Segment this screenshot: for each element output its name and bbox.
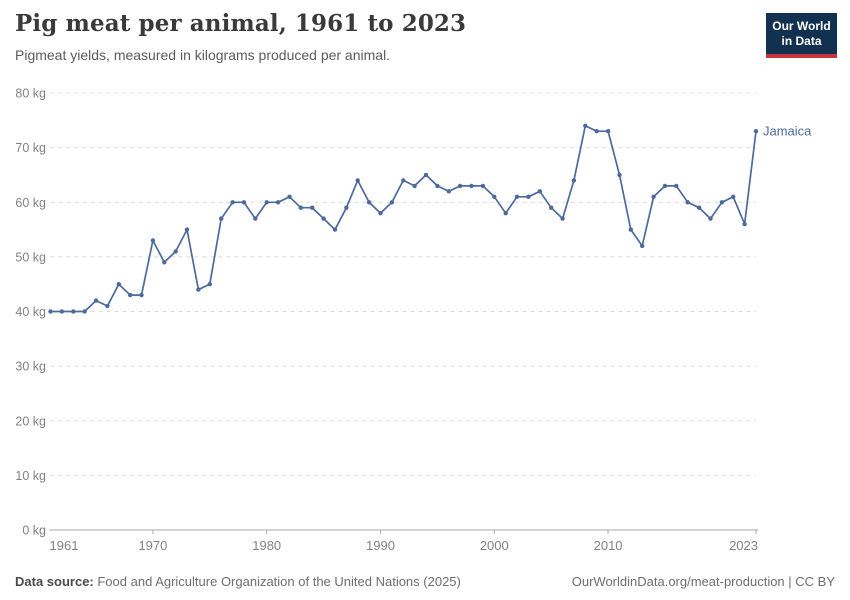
chart-subtitle: Pigmeat yields, measured in kilograms pr… xyxy=(15,47,391,63)
data-point[interactable] xyxy=(696,205,702,210)
x-axis-tick-label: 1990 xyxy=(366,538,395,553)
chart-header: Pig meat per animal, 1961 to 2023 Pigmea… xyxy=(15,10,755,63)
y-axis-tick-label: 60 kg xyxy=(15,196,46,210)
data-point[interactable] xyxy=(469,183,474,189)
data-point[interactable] xyxy=(628,227,633,232)
chart-title: Pig meat per animal, 1961 to 2023 xyxy=(15,10,467,37)
data-point[interactable] xyxy=(674,183,679,189)
data-point[interactable] xyxy=(446,189,451,194)
owid-logo-line2: in Data xyxy=(781,34,822,48)
x-axis-tick-label: 1980 xyxy=(252,538,281,553)
data-point[interactable] xyxy=(287,194,292,199)
data-point[interactable] xyxy=(583,123,588,128)
owid-logo: Our World in Data xyxy=(766,13,837,58)
data-point[interactable] xyxy=(366,200,372,205)
data-source-note: Data source: Food and Agriculture Organi… xyxy=(15,574,461,589)
data-point[interactable] xyxy=(71,309,76,314)
data-point[interactable] xyxy=(753,129,759,134)
chart-footer: Data source: Food and Agriculture Organi… xyxy=(15,574,835,589)
data-point[interactable] xyxy=(662,183,668,189)
data-point[interactable] xyxy=(48,309,53,314)
data-point[interactable] xyxy=(389,200,395,205)
data-source-text: Food and Agriculture Organization of the… xyxy=(93,574,461,589)
data-point[interactable] xyxy=(59,309,65,314)
data-point[interactable] xyxy=(537,189,542,194)
data-point[interactable] xyxy=(492,194,497,199)
y-axis-tick-label: 80 kg xyxy=(15,87,46,101)
data-point[interactable] xyxy=(332,227,338,232)
y-axis-tick-label: 70 kg xyxy=(15,141,46,155)
data-point[interactable] xyxy=(128,292,133,298)
y-axis-tick-label: 30 kg xyxy=(15,360,46,374)
data-point[interactable] xyxy=(139,292,144,298)
data-point[interactable] xyxy=(298,205,303,210)
owid-citation-link[interactable]: OurWorldinData.org/meat-production | CC … xyxy=(571,574,835,589)
data-point[interactable] xyxy=(162,260,167,265)
data-point[interactable] xyxy=(275,200,281,205)
data-point[interactable] xyxy=(150,238,156,243)
data-point[interactable] xyxy=(241,200,247,205)
data-point[interactable] xyxy=(219,216,224,221)
data-point[interactable] xyxy=(412,183,417,189)
x-axis-tick-label: 1970 xyxy=(138,538,167,553)
data-point[interactable] xyxy=(480,183,486,189)
data-point[interactable] xyxy=(82,309,87,314)
data-point[interactable] xyxy=(514,194,520,199)
data-point[interactable] xyxy=(571,178,577,183)
data-point[interactable] xyxy=(344,205,349,210)
data-point[interactable] xyxy=(173,249,178,254)
data-point[interactable] xyxy=(685,200,690,205)
data-point[interactable] xyxy=(93,298,99,303)
data-point[interactable] xyxy=(310,205,315,210)
data-point[interactable] xyxy=(207,282,212,287)
x-axis-tick-label: 1961 xyxy=(50,538,79,553)
data-point[interactable] xyxy=(457,183,463,189)
series-label-jamaica[interactable]: Jamaica xyxy=(763,124,812,139)
data-point[interactable] xyxy=(105,303,110,309)
data-point[interactable] xyxy=(549,205,554,210)
data-point[interactable] xyxy=(719,200,725,205)
data-point[interactable] xyxy=(230,200,235,205)
data-point[interactable] xyxy=(731,194,736,199)
x-axis-tick-label: 2023 xyxy=(729,538,758,553)
data-point[interactable] xyxy=(378,211,383,216)
data-point[interactable] xyxy=(196,287,201,292)
data-point[interactable] xyxy=(503,211,508,216)
y-axis-tick-label: 40 kg xyxy=(15,305,46,319)
data-point[interactable] xyxy=(355,178,360,183)
y-axis-tick-label: 0 kg xyxy=(22,524,46,538)
x-axis-tick-label: 2000 xyxy=(480,538,509,553)
data-point[interactable] xyxy=(526,194,531,199)
data-source-label: Data source: xyxy=(15,574,94,589)
data-point[interactable] xyxy=(321,216,326,221)
data-point[interactable] xyxy=(617,172,622,178)
x-axis-tick-label: 2010 xyxy=(594,538,623,553)
owid-logo-line1: Our World xyxy=(772,19,831,33)
data-point[interactable] xyxy=(264,200,269,205)
data-point[interactable] xyxy=(560,216,565,221)
data-point[interactable] xyxy=(651,194,656,199)
y-axis-tick-label: 20 kg xyxy=(15,414,46,428)
data-point[interactable] xyxy=(742,221,747,227)
data-point[interactable] xyxy=(708,216,713,221)
data-point[interactable] xyxy=(640,243,645,249)
data-point[interactable] xyxy=(116,282,122,287)
data-point[interactable] xyxy=(594,129,599,134)
data-point[interactable] xyxy=(605,129,611,134)
data-line-jamaica[interactable] xyxy=(49,124,757,313)
y-axis-tick-label: 10 kg xyxy=(15,469,46,483)
data-point[interactable] xyxy=(401,178,406,183)
data-point[interactable] xyxy=(184,227,190,232)
data-point[interactable] xyxy=(423,172,429,178)
data-point[interactable] xyxy=(253,216,258,221)
y-axis-tick-label: 50 kg xyxy=(15,250,46,264)
data-point[interactable] xyxy=(435,183,440,189)
